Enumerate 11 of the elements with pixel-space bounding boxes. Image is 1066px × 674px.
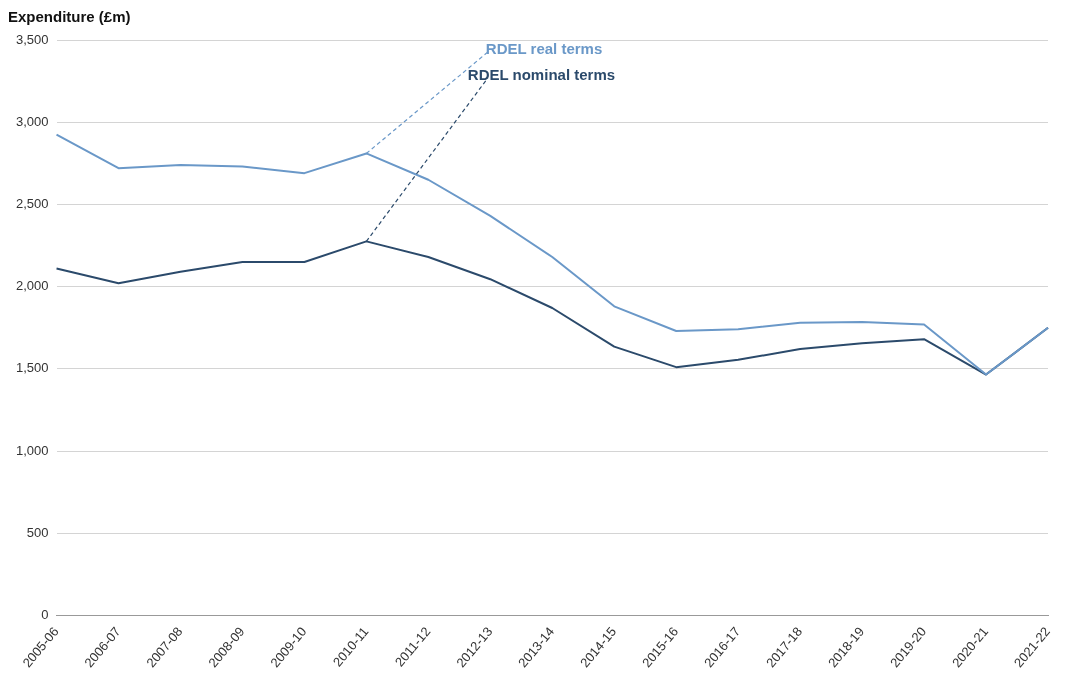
y-tick-label: 1,500 (15, 360, 49, 376)
y-tick-label: 2,500 (15, 195, 49, 211)
y-tick-label: 3,500 (15, 31, 49, 47)
text: RDEL real terms (485, 40, 603, 58)
y-tick-label: 3,000 (15, 113, 49, 129)
y-tick-label: 500 (26, 524, 49, 540)
text: RDEL nominal terms (467, 66, 616, 84)
y-axis-title: Expenditure (£m) (8, 8, 131, 25)
y-tick-label: 2,000 (15, 278, 49, 294)
y-tick-label: 1,000 (15, 442, 49, 458)
y-tick-label: 0 (41, 607, 49, 622)
